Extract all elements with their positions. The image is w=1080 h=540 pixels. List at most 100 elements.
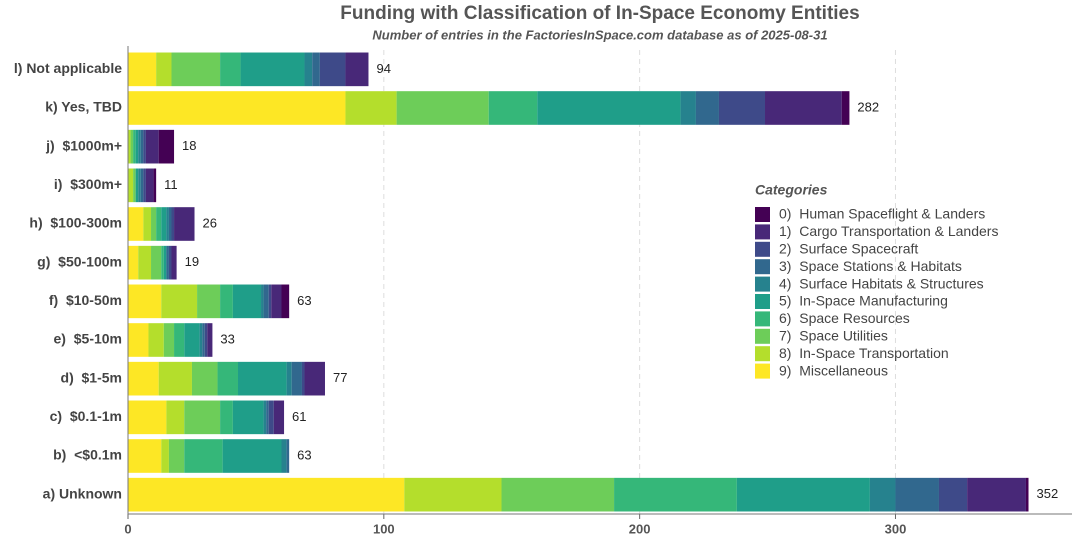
bar-segment (319, 52, 346, 87)
bar-segment (156, 52, 172, 87)
total-label: 282 (857, 99, 879, 114)
bar-segment (184, 400, 221, 435)
bar-segment (133, 129, 136, 164)
bar-segment (197, 284, 221, 319)
bar-segment (143, 168, 146, 203)
y-tick-label: e) $5-10m (54, 331, 122, 347)
bar-segment (291, 361, 302, 396)
bar-segment (168, 439, 185, 473)
bar-segment (191, 361, 218, 396)
legend-label: 5) In-Space Manufacturing (779, 293, 948, 309)
legend-label: 3) Space Stations & Habitats (779, 258, 962, 274)
total-label: 61 (292, 409, 306, 424)
legend-swatch (755, 224, 770, 240)
bar-segment (232, 400, 264, 435)
total-label: 26 (203, 215, 217, 230)
total-label: 63 (297, 447, 311, 462)
bar-segment (156, 207, 162, 241)
bar-segment (1025, 477, 1029, 512)
bar-segment (140, 168, 144, 203)
bar-segment (240, 52, 305, 87)
bar-segment (841, 91, 850, 125)
total-label: 63 (297, 293, 311, 308)
bar-segment (718, 91, 766, 125)
legend-swatch (755, 346, 770, 362)
bar-segment (396, 91, 489, 125)
total-label: 19 (185, 254, 199, 269)
bar-segment (271, 284, 282, 319)
legend-swatch (755, 276, 770, 292)
legend-label: 9) Miscellaneous (779, 362, 888, 378)
bar-segment (151, 245, 162, 280)
bar-segment (938, 477, 968, 512)
bar-segment (171, 245, 177, 280)
bar-segment (301, 361, 305, 396)
y-tick-label: a) Unknown (43, 485, 122, 501)
bar-segment (158, 129, 175, 164)
bar-segment (135, 129, 139, 164)
legend-label: 2) Surface Spacecraft (779, 241, 918, 257)
bar-segment (145, 129, 159, 164)
bar-segment (128, 439, 162, 473)
bar-segment (153, 168, 157, 203)
x-tick-label: 0 (124, 521, 131, 536)
bar-segment (145, 168, 154, 203)
bar-segment (345, 91, 397, 125)
y-tick-label: c) $0.1-1m (50, 408, 122, 424)
bar-segment (168, 207, 172, 241)
bar-segment (199, 323, 203, 357)
bar-segment (158, 361, 192, 396)
legend-swatch (755, 207, 770, 222)
bar-segment (130, 129, 134, 164)
bar-segment (261, 284, 264, 319)
bar-segment (268, 400, 274, 435)
bar-segment (143, 129, 146, 164)
bar-segment (138, 129, 141, 164)
legend-label: 4) Surface Habitats & Structures (779, 275, 984, 291)
bar-segment (204, 323, 208, 357)
bar-segment (222, 439, 282, 473)
bar-segment (220, 52, 241, 87)
bar-segment (281, 284, 290, 319)
bar-segment (166, 400, 185, 435)
bar-segment (140, 129, 144, 164)
y-tick-label: k) Yes, TBD (45, 99, 122, 115)
bar-segment (148, 323, 164, 357)
bar-segment (312, 52, 320, 87)
bar-segment (967, 477, 1026, 512)
bar-segment (537, 91, 681, 125)
legend-label: 1) Cargo Transportation & Landers (779, 223, 998, 239)
bar-segment (238, 361, 287, 396)
bar-segment (273, 400, 285, 435)
bar-segment (304, 361, 325, 396)
bar-segment (128, 207, 144, 241)
y-tick-label: i) $300m+ (54, 176, 122, 192)
bar-segment (304, 52, 313, 87)
y-tick-label: h) $100-300m (29, 215, 122, 231)
bar-segment (232, 284, 262, 319)
bar-segment (163, 323, 175, 357)
chart-title: Funding with Classification of In-Space … (340, 3, 859, 24)
bar-segment (501, 477, 615, 512)
bar-segment (268, 284, 272, 319)
bar-segment (171, 207, 175, 241)
total-label: 18 (182, 138, 196, 153)
legend-label: 0) Human Spaceflight & Landers (779, 206, 985, 222)
bar-segment (151, 207, 157, 241)
bar-segment (166, 245, 169, 280)
bar-segment (128, 361, 159, 396)
x-tick-label: 300 (885, 521, 907, 536)
legend-label: 6) Space Resources (779, 310, 910, 326)
legend-swatch (755, 363, 770, 379)
bar-segment (266, 400, 269, 435)
bar-segment (488, 91, 538, 125)
bar-segment (128, 323, 149, 357)
total-label: 94 (376, 61, 390, 76)
bar-segment (128, 400, 167, 435)
legend-label: 8) In-Space Transportation (779, 345, 949, 361)
y-tick-label: l) Not applicable (14, 60, 122, 76)
bar-segment (168, 245, 172, 280)
bar-segment (128, 477, 405, 512)
total-label: 11 (164, 177, 178, 192)
legend-swatch (755, 294, 770, 309)
